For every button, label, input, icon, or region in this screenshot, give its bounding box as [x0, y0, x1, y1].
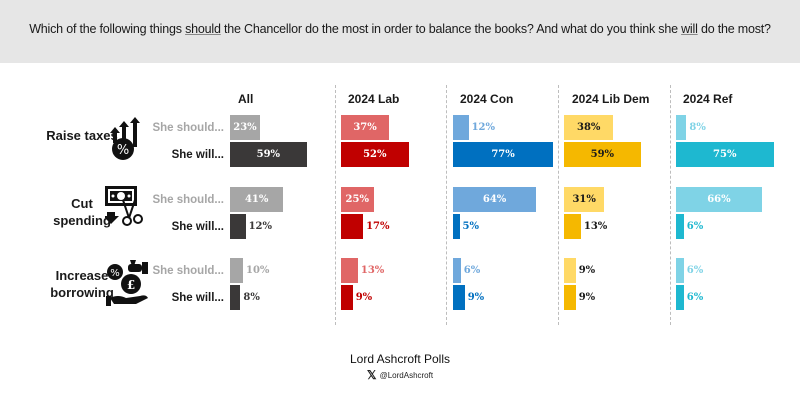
question-header: Which of the following things should the…: [0, 0, 800, 63]
bar-2024-con-increase-borrowing-will: [453, 285, 465, 310]
source-title: Lord Ashcroft Polls: [349, 352, 451, 366]
svg-text:%: %: [110, 268, 120, 279]
row-label-cut-spending: Cut spending: [42, 195, 122, 229]
column-title-con: 2024 Con: [460, 92, 514, 106]
svg-text:%: %: [117, 143, 129, 158]
column-divider: [446, 85, 447, 325]
bar-2024-ref-raise-taxes-will: [676, 142, 774, 167]
column-title-all: All: [238, 92, 254, 106]
value-label-2024-ref-increase-borrowing-will: 6%: [686, 292, 704, 303]
column-title-libdem: 2024 Lib Dem: [572, 92, 650, 106]
bar-2024-lab-raise-taxes-will: [341, 142, 409, 167]
source-handle: 𝕏 @LordAshcroft: [0, 368, 800, 382]
sub-label-will: She will...: [171, 149, 224, 161]
row-label-text: Increase borrowing: [50, 268, 114, 300]
value-label-2024-lab-increase-borrowing-will: 9%: [355, 292, 373, 303]
value-label-2024-ref-raise-taxes-should: 8%: [689, 122, 706, 133]
column-divider: [558, 85, 559, 325]
value-label-2024-lib-dem-raise-taxes-will: 59%: [590, 149, 615, 160]
value-label-2024-ref-increase-borrowing-should: 6%: [686, 265, 704, 276]
x-logo-icon: 𝕏: [366, 368, 377, 382]
bar-all-cut-spending-will: [230, 214, 246, 239]
bar-2024-lib-dem-cut-spending-should: [564, 187, 605, 212]
bar-2024-lib-dem-raise-taxes-will: [564, 142, 641, 167]
value-label-all-raise-taxes-should: 23%: [233, 122, 257, 133]
bar-2024-con-increase-borrowing-should: [453, 258, 461, 283]
value-label-2024-con-raise-taxes-should: 12%: [471, 122, 496, 133]
question-part: Which of the following things: [29, 22, 186, 36]
bar-2024-lib-dem-increase-borrowing-will: [564, 285, 576, 310]
value-label-2024-con-cut-spending-should: 64%: [482, 194, 507, 205]
value-label-2024-con-increase-borrowing-should: 6%: [463, 265, 481, 276]
sub-label-should: She should...: [152, 194, 224, 206]
column-divider: [335, 85, 336, 325]
value-label-2024-lab-cut-spending-will: 17%: [366, 221, 390, 232]
value-label-all-cut-spending-should: 41%: [244, 194, 269, 205]
bar-2024-lab-cut-spending-should: [341, 187, 374, 212]
value-label-all-raise-taxes-will: 59%: [256, 149, 281, 160]
value-label-2024-lib-dem-increase-borrowing-will: 9%: [578, 292, 596, 303]
question-part: the Chancellor do the most in order to b…: [220, 22, 682, 36]
bar-2024-ref-raise-taxes-should: [676, 115, 687, 140]
value-label-2024-lab-cut-spending-should: 25%: [345, 194, 369, 205]
bar-2024-ref-increase-borrowing-will: [676, 285, 684, 310]
sub-label-should: She should...: [152, 122, 224, 134]
handle-text: @LordAshcroft: [379, 371, 434, 380]
value-label-2024-con-increase-borrowing-will: 9%: [467, 292, 485, 303]
row-label-raise-taxes: Raise taxes: [42, 127, 122, 144]
value-label-2024-lib-dem-cut-spending-will: 13%: [583, 221, 608, 232]
bar-2024-con-cut-spending-should: [453, 187, 537, 212]
value-label-2024-lib-dem-cut-spending-should: 31%: [572, 194, 596, 205]
bar-2024-lib-dem-raise-taxes-should: [564, 115, 614, 140]
value-label-2024-con-raise-taxes-will: 77%: [491, 149, 515, 160]
sub-label-should: She should...: [152, 265, 224, 277]
value-label-2024-ref-cut-spending-will: 6%: [686, 221, 704, 232]
value-label-2024-lab-raise-taxes-will: 52%: [363, 149, 387, 160]
value-label-2024-lab-raise-taxes-should: 37%: [353, 122, 377, 133]
value-label-all-cut-spending-will: 12%: [248, 221, 273, 232]
cut-spending-icon: [105, 186, 143, 226]
bar-all-increase-borrowing-will: [230, 285, 241, 310]
column-title-ref: 2024 Ref: [683, 92, 733, 106]
question-part: do the most?: [697, 22, 771, 36]
bar-2024-ref-increase-borrowing-should: [676, 258, 684, 283]
bar-2024-lab-raise-taxes-should: [341, 115, 390, 140]
bar-all-raise-taxes-will: [230, 142, 307, 167]
column-divider: [670, 85, 671, 325]
svg-text:£: £: [127, 278, 135, 292]
sub-label-will: She will...: [171, 292, 224, 304]
question-text: Which of the following things should the…: [0, 22, 800, 36]
value-label-2024-lab-increase-borrowing-should: 13%: [360, 265, 385, 276]
bar-2024-ref-cut-spending-will: [676, 214, 684, 239]
value-label-2024-lib-dem-increase-borrowing-should: 9%: [578, 265, 596, 276]
row-label-increase-borrowing: Increase borrowing: [42, 267, 122, 301]
bar-2024-con-raise-taxes-should: [453, 115, 469, 140]
bar-2024-ref-cut-spending-should: [676, 187, 762, 212]
value-label-2024-lib-dem-raise-taxes-should: 38%: [576, 122, 601, 133]
question-emphasis-will: will: [681, 22, 698, 36]
bar-2024-lab-cut-spending-will: [341, 214, 364, 239]
value-label-2024-ref-raise-taxes-will: 75%: [713, 149, 737, 160]
bar-all-cut-spending-should: [230, 187, 284, 212]
sub-label-will: She will...: [171, 221, 224, 233]
bar-2024-lib-dem-increase-borrowing-should: [564, 258, 576, 283]
value-label-all-increase-borrowing-will: 8%: [243, 292, 260, 303]
bar-all-increase-borrowing-should: [230, 258, 243, 283]
question-emphasis-should: should: [185, 22, 221, 36]
bar-2024-lab-increase-borrowing-will: [341, 285, 353, 310]
bar-2024-con-raise-taxes-will: [453, 142, 554, 167]
raise-taxes-icon: %: [110, 117, 140, 160]
value-label-all-increase-borrowing-should: 10%: [246, 265, 270, 276]
bar-2024-lab-increase-borrowing-should: [341, 258, 358, 283]
value-label-2024-con-cut-spending-will: 5%: [462, 221, 479, 232]
row-label-text: Cut spending: [53, 196, 111, 228]
row-label-text: Raise taxes: [46, 128, 118, 143]
value-label-2024-ref-cut-spending-should: 66%: [707, 194, 731, 205]
increase-borrowing-icon: % £: [106, 260, 148, 306]
column-title-lab: 2024 Lab: [348, 92, 400, 106]
bar-2024-con-cut-spending-will: [453, 214, 460, 239]
bar-all-raise-taxes-should: [230, 115, 260, 140]
bar-2024-lib-dem-cut-spending-will: [564, 214, 581, 239]
